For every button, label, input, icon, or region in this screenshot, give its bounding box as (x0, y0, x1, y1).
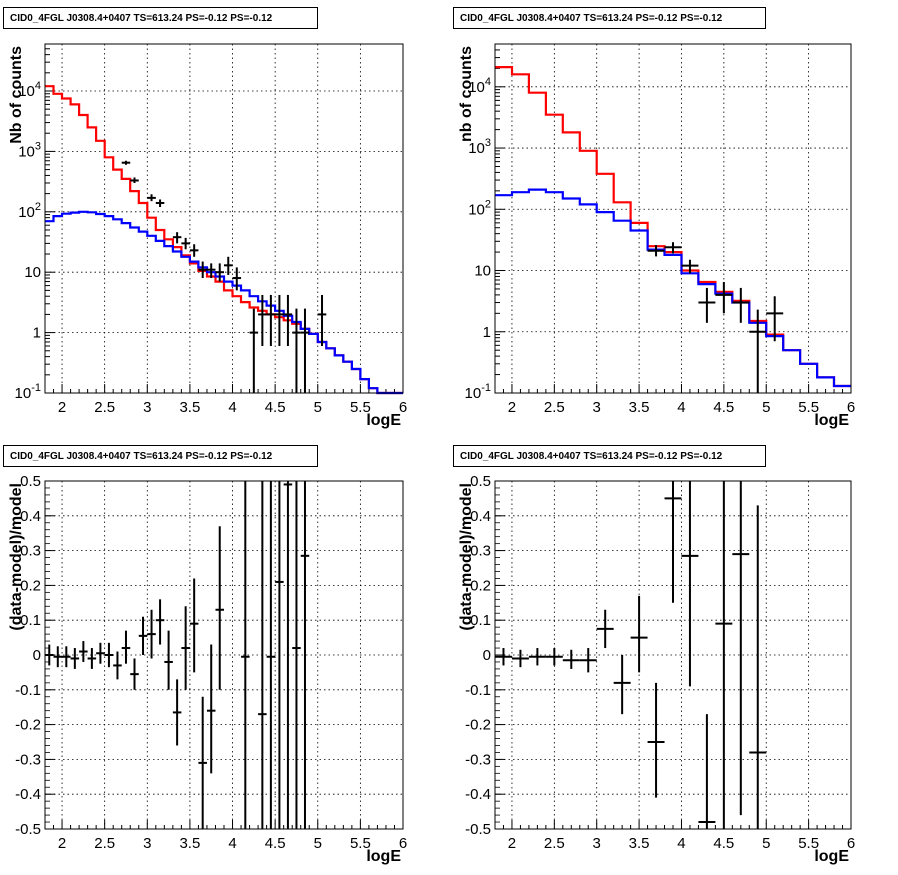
x-tick-label: 2.5 (544, 399, 565, 416)
y-tick-label: 102 (18, 201, 41, 221)
y-tick-label: -0.5 (465, 821, 491, 838)
x-tick-label: 2.5 (544, 835, 565, 852)
y-tick-label: 0.1 (20, 612, 41, 629)
y-axis-label: Nb of counts (8, 46, 25, 144)
y-tick-label: 0.3 (470, 543, 491, 560)
plot-area (45, 44, 403, 393)
x-tick-label: 6 (847, 399, 855, 416)
y-tick-label: 0.3 (20, 543, 41, 560)
x-tick-label: 3.5 (629, 835, 650, 852)
x-tick-label: 4.5 (265, 399, 286, 416)
x-tick-label: 6 (847, 835, 855, 852)
y-tick-label: 103 (18, 140, 41, 160)
x-tick-label: 2.5 (94, 399, 115, 416)
panel-title-bottom-right: CID0_4FGL J0308.4+0407 TS=613.24 PS=-0.1… (453, 445, 766, 467)
y-tick-label: 10-1 (15, 382, 41, 402)
y-tick-label: 10-1 (465, 382, 491, 402)
x-tick-label: 4.5 (713, 399, 734, 416)
x-tick-label: 3.5 (179, 399, 200, 416)
x-tick-label: 5.5 (798, 835, 819, 852)
y-tick-label: -0.5 (15, 821, 41, 838)
y-tick-label: -0.4 (465, 786, 491, 803)
plot-area (45, 481, 403, 829)
y-tick-label: 0.4 (20, 508, 41, 525)
y-tick-label: 102 (468, 198, 491, 218)
plot-frame (44, 480, 404, 830)
x-tick-label: 5.5 (350, 399, 371, 416)
x-tick-label: 5 (762, 835, 770, 852)
y-tick-label: -0.4 (15, 786, 41, 803)
x-axis-label: logE (366, 848, 401, 865)
x-tick-label: 4 (677, 835, 685, 852)
y-tick-label: 104 (468, 76, 491, 96)
panel-title-top-left: CID0_4FGL J0308.4+0407 TS=613.24 PS=-0.1… (3, 7, 318, 29)
x-tick-label: 4 (228, 835, 236, 852)
y-tick-label: 0.5 (20, 473, 41, 490)
x-tick-label: 3.5 (179, 835, 200, 852)
y-tick-label: 0.4 (470, 508, 491, 525)
x-tick-label: 3.5 (629, 399, 650, 416)
y-axis-label: (data-model)/model (8, 483, 25, 631)
y-tick-label: 0 (33, 647, 41, 664)
x-tick-label: 4.5 (265, 835, 286, 852)
x-tick-label: 3 (593, 399, 601, 416)
panel-title-top-right: CID0_4FGL J0308.4+0407 TS=613.24 PS=-0.1… (453, 7, 766, 29)
x-axis-label: logE (814, 848, 849, 865)
y-tick-label: 0.2 (20, 577, 41, 594)
y-tick-label: -0.1 (15, 682, 41, 699)
x-tick-label: 4 (677, 399, 685, 416)
y-tick-label: 0 (483, 647, 491, 664)
y-tick-label: 10 (24, 264, 41, 281)
x-tick-label: 2.5 (94, 835, 115, 852)
x-tick-label: 2 (58, 399, 66, 416)
y-tick-label: -0.2 (465, 717, 491, 734)
x-tick-label: 5.5 (798, 399, 819, 416)
y-tick-label: 0.5 (470, 473, 491, 490)
x-axis-label: logE (814, 412, 849, 429)
x-tick-label: 4.5 (713, 835, 734, 852)
x-tick-label: 3 (143, 399, 151, 416)
x-tick-label: 3 (593, 835, 601, 852)
y-tick-label: 104 (18, 80, 41, 100)
x-tick-label: 2 (508, 399, 516, 416)
x-tick-label: 2 (508, 835, 516, 852)
y-tick-label: 103 (468, 137, 491, 157)
x-tick-label: 5 (314, 399, 322, 416)
y-tick-label: -0.1 (465, 682, 491, 699)
plot-frame (494, 480, 852, 830)
panel-title-bottom-left: CID0_4FGL J0308.4+0407 TS=613.24 PS=-0.1… (3, 445, 318, 467)
y-tick-label: -0.3 (465, 751, 491, 768)
y-axis-label: nb of counts (458, 46, 475, 142)
y-tick-label: -0.2 (15, 717, 41, 734)
plot-area (495, 44, 851, 393)
y-tick-label: 0.1 (470, 612, 491, 629)
x-tick-label: 5 (762, 399, 770, 416)
x-tick-label: 3 (143, 835, 151, 852)
x-tick-label: 5 (314, 835, 322, 852)
x-tick-label: 6 (399, 835, 407, 852)
plot-frame (44, 43, 404, 394)
y-tick-label: 1 (33, 325, 41, 342)
y-tick-label: -0.3 (15, 751, 41, 768)
x-axis-label: logE (366, 412, 401, 429)
y-tick-label: 10 (474, 263, 491, 280)
x-tick-label: 4 (228, 399, 236, 416)
background-model-histogram (495, 188, 851, 388)
y-axis-label: (data-model)/model (458, 483, 475, 631)
y-tick-label: 1 (483, 324, 491, 341)
y-tick-label: 0.2 (470, 577, 491, 594)
x-tick-label: 5.5 (350, 835, 371, 852)
x-tick-label: 6 (399, 399, 407, 416)
plot-frame (494, 43, 852, 394)
x-tick-label: 2 (58, 835, 66, 852)
